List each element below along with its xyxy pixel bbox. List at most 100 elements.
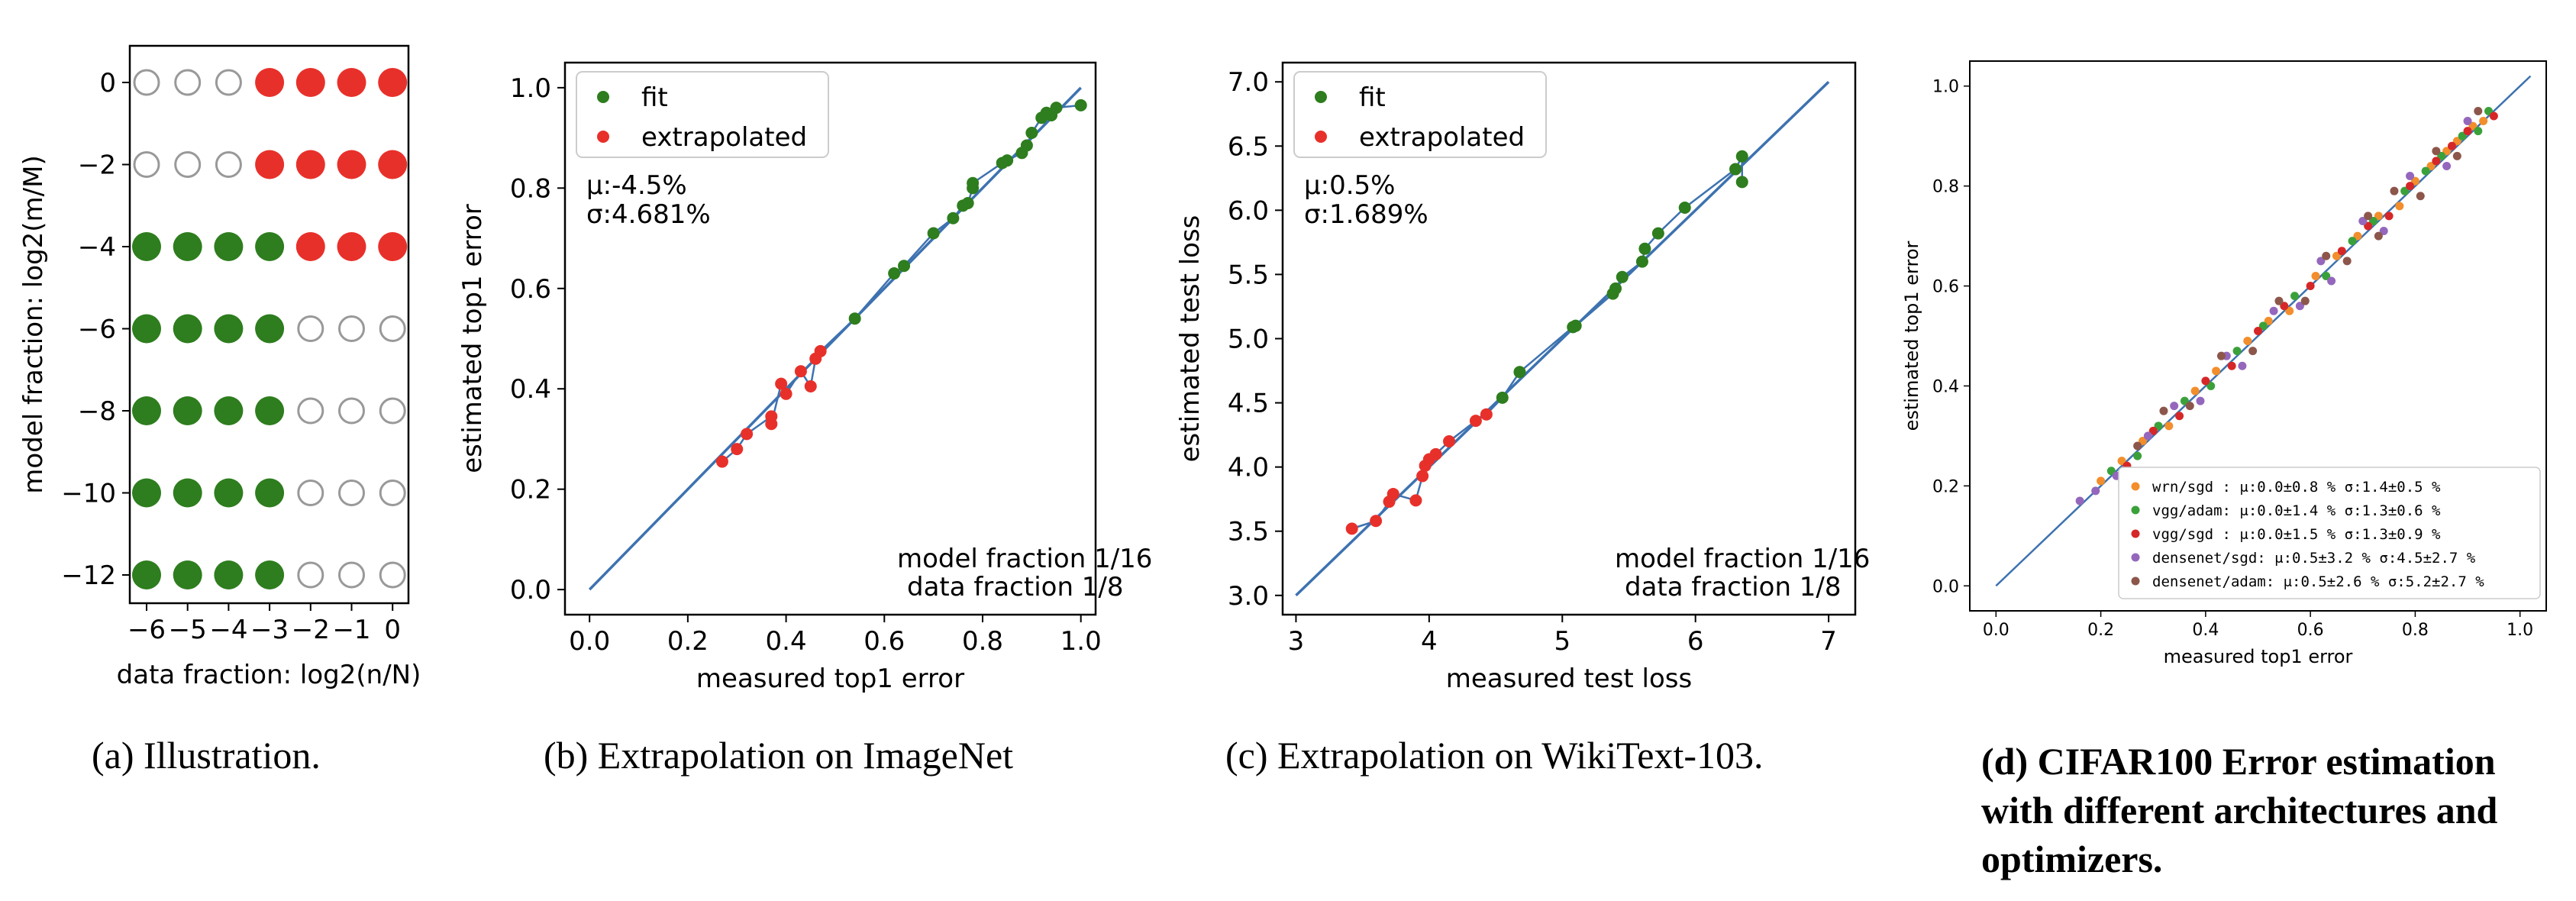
x-tick-label-d: 0.2 xyxy=(2087,621,2114,640)
legend-label-d: vgg/adam: μ:0.0±1.4 % σ:1.3±0.6 % xyxy=(2152,502,2441,519)
series-point xyxy=(2432,147,2441,156)
stat-sigma-c: σ:1.689% xyxy=(1304,199,1428,230)
y-tick-label-a: −12 xyxy=(61,560,116,591)
grid-dot-empty xyxy=(215,69,242,96)
series-point xyxy=(2269,306,2278,315)
x-tick-label-a: −3 xyxy=(250,615,289,645)
y-tick-label-d: 0.8 xyxy=(1932,178,1959,197)
x-tick-label-c: 4 xyxy=(1421,626,1438,657)
extrapolated-point xyxy=(1370,515,1383,528)
y-tick-label-b: 0.4 xyxy=(510,374,551,405)
legend-marker-fit xyxy=(597,91,609,103)
series-point xyxy=(2185,402,2194,411)
x-tick-label-a: −2 xyxy=(292,615,330,645)
series-point xyxy=(2421,166,2430,176)
series-point xyxy=(2379,227,2388,236)
series-point xyxy=(2410,176,2419,186)
extrapolated-point xyxy=(715,455,728,468)
x-axis-label-c: measured test loss xyxy=(1446,664,1692,694)
extrapolated-point xyxy=(804,379,817,392)
series-point xyxy=(2216,351,2226,360)
y-tick-label-d: 0.6 xyxy=(1932,278,1959,297)
y-tick-label-c: 3.5 xyxy=(1228,517,1269,547)
series-point xyxy=(2170,402,2179,411)
legend-label-fit: fit xyxy=(1359,82,1386,113)
series-point xyxy=(2117,457,2126,466)
extrapolated-point xyxy=(1386,487,1399,500)
grid-dot-fit xyxy=(255,560,285,589)
series-point xyxy=(2364,221,2373,231)
x-tick-label-b: 0.0 xyxy=(569,626,610,657)
series-point xyxy=(2322,251,2331,260)
y-tick-label-c: 4.0 xyxy=(1228,453,1269,483)
grid-dot-extrapolated xyxy=(378,68,408,97)
grid-dot-fit xyxy=(132,396,161,425)
series-point xyxy=(2432,157,2441,166)
y-tick-label-b: 1.0 xyxy=(510,73,551,104)
legend-marker-d xyxy=(2131,553,2140,562)
legend-label-d: vgg/sgd : μ:0.0±1.5 % σ:1.3±0.9 % xyxy=(2152,526,2441,543)
legend-marker-d xyxy=(2131,505,2140,515)
x-tick-label-d: 0.0 xyxy=(1983,621,2009,640)
grid-dot-fit xyxy=(173,314,202,344)
series-point xyxy=(2227,361,2236,370)
series-point xyxy=(2474,127,2483,136)
series-point xyxy=(2400,186,2410,195)
x-tick-label-b: 0.6 xyxy=(864,626,905,657)
y-tick-label-d: 0.2 xyxy=(1932,477,1959,496)
series-point xyxy=(2374,231,2383,241)
legend-box-c xyxy=(1293,71,1547,158)
series-point xyxy=(2358,216,2368,225)
series-point xyxy=(2364,212,2373,221)
fit-point xyxy=(1074,98,1087,111)
series-point xyxy=(2290,292,2300,301)
grid-dot-empty xyxy=(338,480,365,506)
annotation-model-b: model fraction 1/16 xyxy=(897,544,1152,574)
series-point xyxy=(2337,247,2346,256)
y-tick-label-a: −10 xyxy=(61,479,116,509)
extrapolated-point xyxy=(1345,522,1358,535)
y-tick-label-c: 6.0 xyxy=(1228,195,1269,226)
series-point xyxy=(2190,386,2200,396)
series-point xyxy=(2406,172,2415,181)
grid-dot-extrapolated xyxy=(295,232,325,261)
y-tick-label-d: 0.0 xyxy=(1932,577,1959,596)
grid-dot-extrapolated xyxy=(295,68,325,97)
grid-dot-fit xyxy=(173,396,202,425)
fit-point xyxy=(1735,176,1748,189)
y-tick-label-c: 5.0 xyxy=(1228,325,1269,355)
series-point xyxy=(2154,421,2163,431)
legend-box-b xyxy=(576,71,829,158)
series-point xyxy=(2097,476,2106,486)
caption-a: (a) Illustration. xyxy=(92,734,321,777)
series-point xyxy=(2285,306,2294,315)
annotation-data-b: data fraction 1/8 xyxy=(907,572,1124,602)
series-point xyxy=(2264,316,2273,325)
x-tick-label-c: 3 xyxy=(1288,626,1305,657)
series-point xyxy=(2452,151,2461,160)
x-tick-label-a: −4 xyxy=(209,615,247,645)
y-tick-label-b: 0.8 xyxy=(510,173,551,204)
grid-dot-fit xyxy=(173,232,202,261)
y-tick-label-d: 1.0 xyxy=(1932,78,1959,97)
series-point xyxy=(2258,321,2268,331)
series-point xyxy=(2342,257,2352,266)
grid-dot-extrapolated xyxy=(337,68,366,97)
y-tick-label-a: −2 xyxy=(78,150,116,181)
x-tick-label-a: −5 xyxy=(169,615,207,645)
y-tick-label-a: −6 xyxy=(78,315,116,345)
series-point xyxy=(2316,257,2326,266)
y-tick-label-c: 7.0 xyxy=(1228,67,1269,98)
series-point xyxy=(2133,441,2142,450)
extrapolated-point xyxy=(731,443,744,456)
caption-d: (d) CIFAR100 Error estimation with diffe… xyxy=(1981,740,2498,880)
series-point xyxy=(2148,426,2158,435)
series-point xyxy=(2369,216,2377,225)
x-axis-label-a: data fraction: log2(n/N) xyxy=(117,660,421,690)
grid-dot-extrapolated xyxy=(337,150,366,179)
fit-point xyxy=(927,227,940,240)
legend-label-extrapolated: extrapolated xyxy=(1359,122,1525,153)
stat-mu-c: μ:0.5% xyxy=(1304,170,1395,201)
extrapolated-point xyxy=(775,377,788,390)
grid-dot-fit xyxy=(173,478,202,508)
